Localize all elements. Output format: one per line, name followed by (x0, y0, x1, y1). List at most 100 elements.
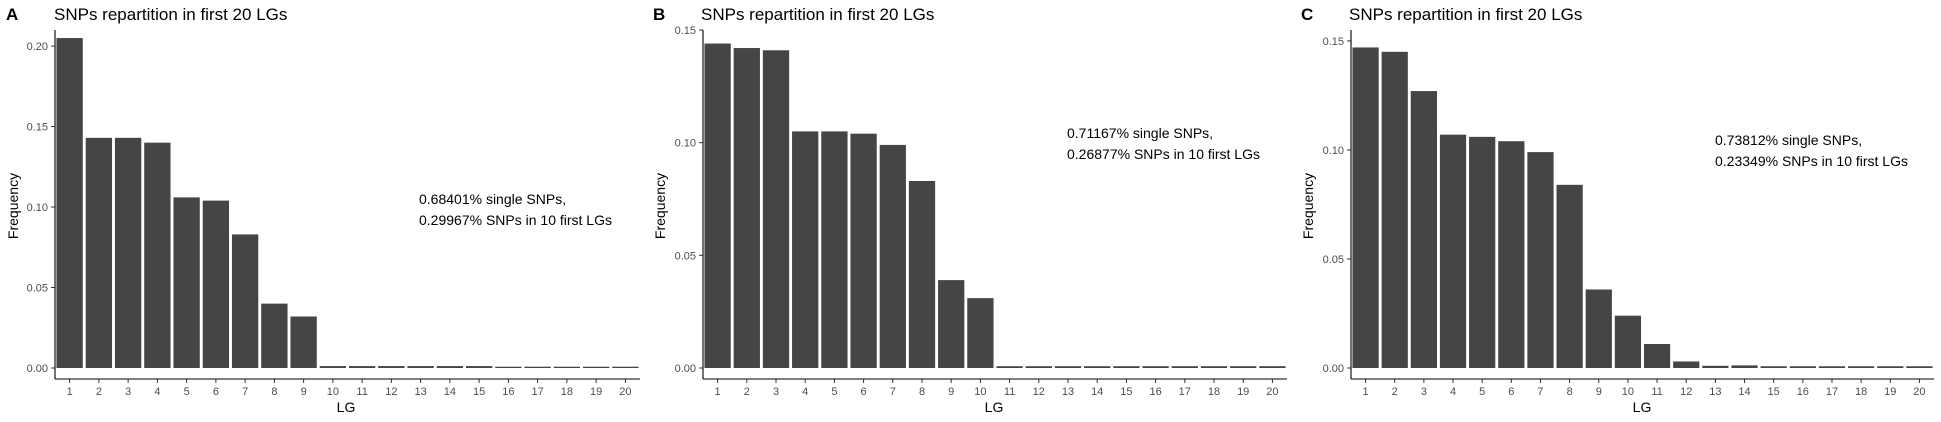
x-tick-label: 17 (532, 386, 544, 398)
x-tick-label: 19 (1237, 386, 1249, 398)
annotation-line-2: 0.26877% SNPs in 10 first LGs (1067, 146, 1260, 162)
x-tick-label: 11 (356, 386, 367, 398)
bar-lg-6 (850, 133, 877, 368)
x-axis-ticks: 1 2 3 4 5 6 7 8 9 10 11 12 13 14 15 16 17 18 19 20 (67, 379, 632, 398)
x-tick-label: 20 (1913, 386, 1925, 398)
y-axis-ticks: 0.00 0.05 0.10 0.15 (675, 25, 703, 375)
panel-label: B (653, 5, 665, 24)
y-axis-title: Frequency (652, 173, 668, 239)
x-axis-title: LG (1633, 399, 1652, 415)
bar-lg-4 (1439, 134, 1467, 368)
bar-lg-2 (733, 48, 760, 368)
y-tick-label: 0.05 (27, 283, 48, 295)
bar-lg-5 (821, 131, 848, 368)
bar-lg-9 (1585, 289, 1612, 368)
annotation-line-2: 0.29967% SNPs in 10 first LGs (419, 212, 612, 228)
annotation-line-1: 0.71167% single SNPs, (1067, 125, 1213, 141)
x-tick-label: 19 (590, 386, 602, 398)
annotation-line-1: 0.68401% single SNPs, (419, 191, 566, 207)
x-tick-label: 9 (1596, 386, 1602, 398)
y-tick-label: 0.00 (675, 363, 696, 375)
chart-title: SNPs repartition in first 20 LGs (1349, 5, 1582, 24)
bar-lg-14 (1084, 366, 1111, 368)
bar-lg-16 (1789, 366, 1816, 368)
panel-label: A (6, 5, 18, 24)
chart-title: SNPs repartition in first 20 LGs (701, 5, 934, 24)
bar-lg-1 (704, 43, 731, 369)
x-tick-label: 14 (1738, 386, 1750, 398)
x-tick-label: 3 (773, 386, 779, 398)
x-tick-label: 16 (1149, 386, 1161, 398)
bar-lg-6 (1498, 141, 1525, 368)
x-tick-label: 5 (1479, 386, 1485, 398)
x-tick-label: 9 (948, 386, 954, 398)
bar-lg-18 (553, 366, 581, 368)
x-tick-label: 15 (1768, 386, 1780, 398)
bar-lg-8 (908, 180, 936, 368)
x-tick-label: 1 (67, 386, 73, 398)
y-tick-label: 0.00 (1323, 363, 1344, 375)
x-tick-label: 12 (1680, 386, 1692, 398)
x-tick-label: 2 (744, 386, 750, 398)
bar-lg-20 (1259, 366, 1286, 368)
y-tick-label: 0.10 (1323, 145, 1344, 157)
x-tick-label: 13 (415, 386, 427, 398)
bar-lg-10 (1614, 315, 1642, 368)
bar-lg-9 (290, 316, 317, 368)
x-tick-label: 12 (1033, 386, 1045, 398)
bar-lg-7 (879, 144, 906, 368)
x-tick-label: 16 (1797, 386, 1809, 398)
bar-lg-11 (996, 366, 1023, 368)
annotation-line-1: 0.73812% single SNPs, (1715, 132, 1862, 148)
y-tick-label: 0.15 (675, 25, 696, 37)
x-tick-label: 10 (974, 386, 986, 398)
bar-lg-3 (1410, 91, 1437, 368)
x-tick-label: 1 (715, 386, 721, 398)
bar-lg-11 (1643, 344, 1671, 368)
x-tick-label: 20 (1266, 386, 1278, 398)
bar-lg-8 (261, 303, 288, 368)
x-tick-label: 18 (561, 386, 573, 398)
panel-a: A SNPs repartition in first 20 LGs Frequ… (5, 5, 640, 415)
x-tick-label: 3 (1421, 386, 1427, 398)
bar-lg-2 (1381, 51, 1408, 369)
bar-lg-19 (1877, 366, 1904, 368)
x-tick-label: 8 (271, 386, 277, 398)
bar-lg-18 (1848, 366, 1875, 368)
bar-lg-4 (792, 131, 819, 368)
bar-lg-11 (348, 366, 376, 368)
x-tick-label: 17 (1179, 386, 1191, 398)
x-tick-label: 6 (1508, 386, 1514, 398)
x-tick-label: 14 (1091, 386, 1103, 398)
bar-lg-20 (612, 366, 639, 368)
x-axis-ticks: 1 2 3 4 5 6 7 8 9 10 11 12 13 14 15 16 17 18 19 20 (715, 379, 1279, 398)
y-tick-label: 0.15 (1323, 36, 1344, 48)
x-axis-title: LG (985, 399, 1004, 415)
x-tick-label: 6 (861, 386, 867, 398)
bar-lg-5 (1469, 136, 1496, 368)
y-axis-ticks: 0.00 0.05 0.10 0.15 0.20 (27, 41, 55, 375)
bar-lg-5 (173, 197, 200, 368)
annotation-line-2: 0.23349% SNPs in 10 first LGs (1715, 153, 1908, 169)
x-tick-label: 7 (1537, 386, 1543, 398)
x-tick-label: 15 (1120, 386, 1132, 398)
panel-c: C SNPs repartition in first 20 LGs Frequ… (1300, 5, 1934, 415)
x-tick-label: 7 (890, 386, 896, 398)
x-tick-label: 3 (125, 386, 131, 398)
bar-lg-14 (436, 366, 464, 368)
x-tick-label: 2 (1392, 386, 1398, 398)
y-tick-label: 0.10 (675, 138, 696, 150)
bars (56, 38, 639, 369)
y-axis-ticks: 0.00 0.05 0.10 0.15 (1323, 36, 1351, 375)
x-tick-label: 16 (502, 386, 514, 398)
x-tick-label: 1 (1363, 386, 1369, 398)
bar-lg-19 (1230, 366, 1257, 368)
bar-lg-16 (1142, 366, 1169, 368)
y-axis-title: Frequency (1300, 173, 1316, 239)
x-tick-label: 5 (184, 386, 190, 398)
bar-lg-18 (1200, 366, 1228, 368)
x-tick-label: 11 (1651, 386, 1662, 398)
bar-lg-1 (56, 38, 83, 369)
x-tick-label: 8 (919, 386, 925, 398)
